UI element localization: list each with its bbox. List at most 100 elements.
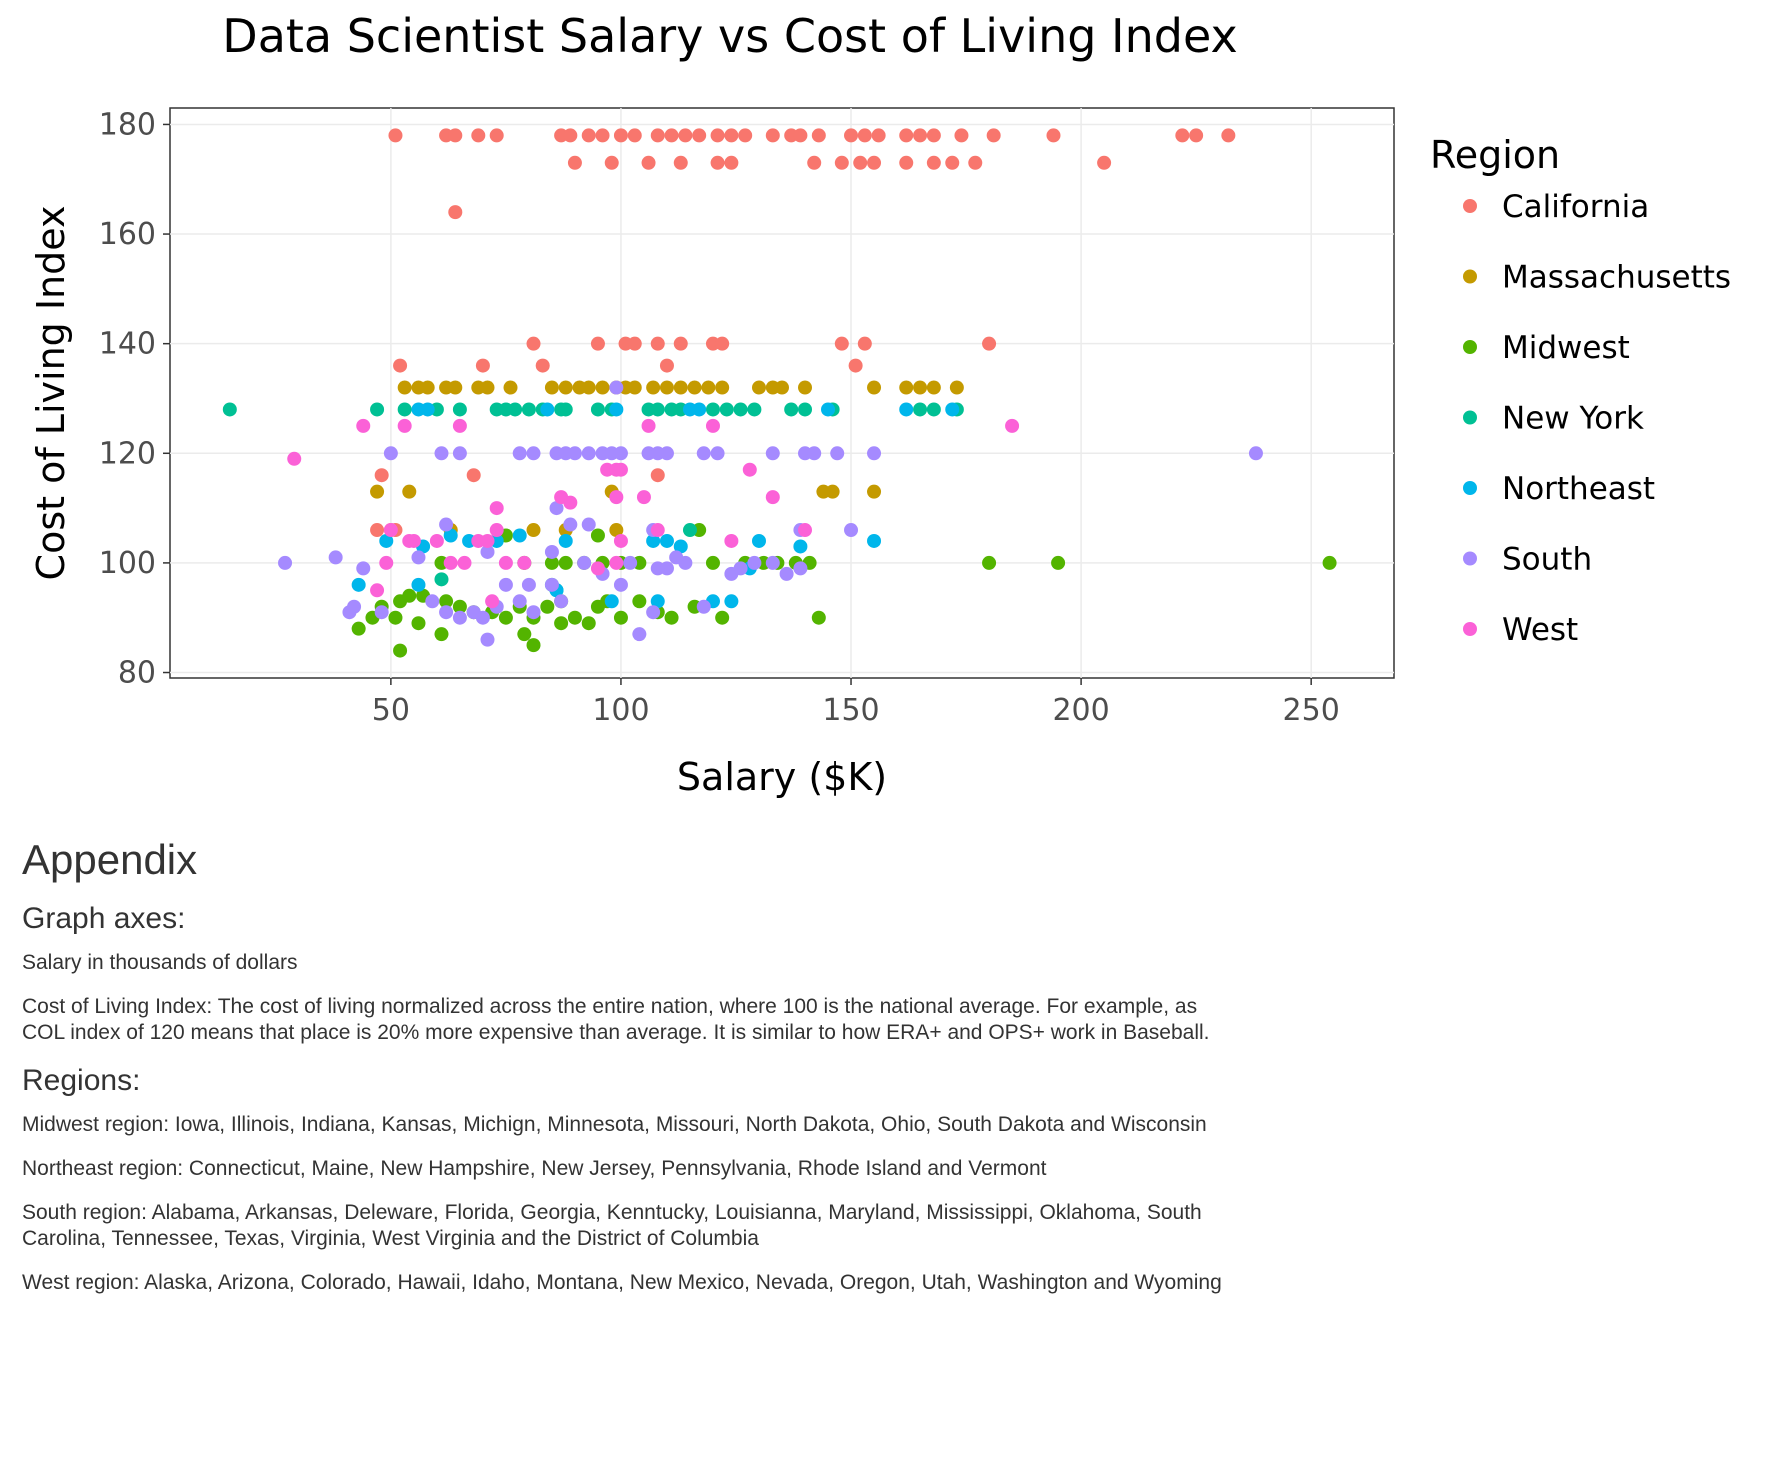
data-point <box>567 446 582 461</box>
data-point <box>673 539 688 554</box>
data-point <box>949 380 964 395</box>
data-point <box>595 380 610 395</box>
series-northeast <box>351 402 960 609</box>
data-point <box>857 336 872 351</box>
data-point <box>287 451 302 466</box>
legend-entry: West <box>1463 612 1578 648</box>
data-point <box>627 380 642 395</box>
data-point <box>867 533 882 548</box>
data-point <box>793 561 808 576</box>
data-point <box>710 128 725 143</box>
data-point <box>659 446 674 461</box>
data-point <box>1005 418 1020 433</box>
legend-entry: Massachusetts <box>1463 260 1731 296</box>
data-point <box>544 380 559 395</box>
data-point <box>397 380 412 395</box>
data-point <box>604 155 619 170</box>
data-point <box>705 418 720 433</box>
data-point <box>899 128 914 143</box>
data-point <box>351 621 366 636</box>
data-point <box>1097 155 1112 170</box>
data-point <box>669 550 684 565</box>
data-point <box>512 528 527 543</box>
data-point <box>632 627 647 642</box>
data-point <box>982 555 997 570</box>
data-point <box>393 643 408 658</box>
data-point <box>558 555 573 570</box>
x-tick-label: 150 <box>822 693 879 728</box>
data-point <box>452 599 467 614</box>
data-point <box>328 550 343 565</box>
data-point <box>798 523 813 538</box>
data-point <box>581 128 596 143</box>
data-point <box>641 155 656 170</box>
data-point <box>867 446 882 461</box>
data-point <box>374 605 389 620</box>
data-point <box>613 128 628 143</box>
data-point <box>590 528 605 543</box>
data-point <box>613 533 628 548</box>
data-point <box>544 577 559 592</box>
data-point <box>724 155 739 170</box>
x-tick-label: 100 <box>592 693 649 728</box>
data-point <box>751 380 766 395</box>
axes-heading: Graph axes: <box>22 902 186 935</box>
legend-label: New York <box>1502 401 1644 437</box>
data-point <box>526 446 541 461</box>
data-point <box>452 418 467 433</box>
data-point <box>563 495 578 510</box>
data-point <box>443 528 458 543</box>
data-point <box>913 128 928 143</box>
data-point <box>595 128 610 143</box>
appendix-title: Appendix <box>22 836 198 883</box>
data-point <box>448 128 463 143</box>
data-point <box>650 523 665 538</box>
legend-swatch <box>1463 622 1477 636</box>
data-point <box>379 555 394 570</box>
legend-title: Region <box>1430 133 1560 177</box>
data-point <box>623 555 638 570</box>
data-point <box>705 402 720 417</box>
data-point <box>452 610 467 625</box>
data-point <box>696 599 711 614</box>
legend-swatch <box>1463 481 1477 495</box>
data-point <box>765 490 780 505</box>
data-point <box>613 577 628 592</box>
data-point <box>899 402 914 417</box>
data-point <box>646 605 661 620</box>
data-point <box>798 380 813 395</box>
data-point <box>356 561 371 576</box>
data-point <box>715 610 730 625</box>
data-point <box>646 380 661 395</box>
chart-title: Data Scientist Salary vs Cost of Living … <box>222 9 1237 63</box>
data-point <box>650 402 665 417</box>
series-west <box>287 418 1020 609</box>
data-point <box>738 128 753 143</box>
legend-label: South <box>1502 542 1592 578</box>
data-point <box>673 336 688 351</box>
legend-swatch <box>1463 410 1477 425</box>
data-point <box>954 128 969 143</box>
data-point <box>1248 446 1263 461</box>
data-point <box>383 523 398 538</box>
data-point <box>540 402 555 417</box>
data-point <box>521 402 536 417</box>
data-point <box>278 555 293 570</box>
data-point <box>517 627 532 642</box>
legend-swatch <box>1463 551 1477 566</box>
data-point <box>945 402 960 417</box>
data-point <box>747 402 762 417</box>
data-point <box>678 128 693 143</box>
data-point <box>393 358 408 373</box>
data-point <box>452 402 467 417</box>
data-point <box>526 523 541 538</box>
legend: Region California Massachusetts Midwest New… <box>1430 133 1731 648</box>
data-point <box>687 380 702 395</box>
data-point <box>659 533 674 548</box>
data-point <box>1051 555 1066 570</box>
legend-swatch <box>1463 199 1477 213</box>
y-axis-label: Cost of Living Index <box>29 206 73 581</box>
legend-entry: New York <box>1463 401 1644 437</box>
data-point <box>554 616 569 631</box>
data-point <box>379 533 394 548</box>
